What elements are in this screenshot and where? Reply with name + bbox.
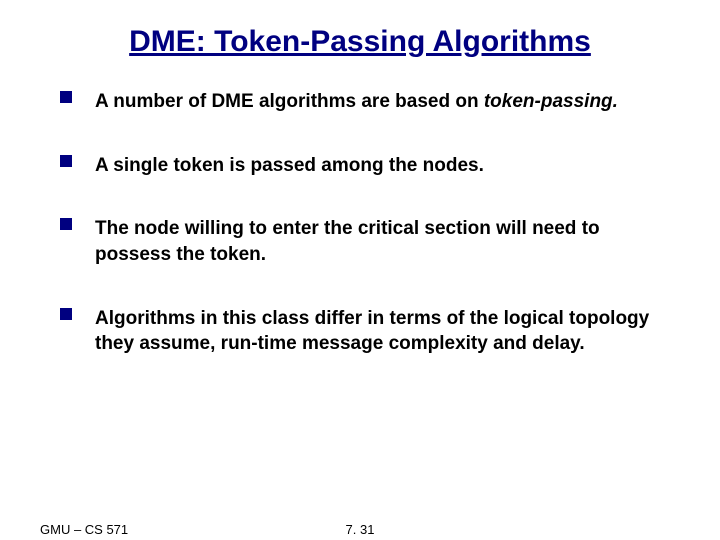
footer-left-text: GMU – CS 571 <box>40 522 128 537</box>
list-item: The node willing to enter the critical s… <box>60 216 680 267</box>
list-item: Algorithms in this class differ in terms… <box>60 306 680 357</box>
bullet-text-italic: token-passing. <box>484 91 618 112</box>
square-bullet-icon <box>60 91 72 103</box>
square-bullet-icon <box>60 308 72 320</box>
square-bullet-icon <box>60 155 72 167</box>
bullet-text: The node willing to enter the critical s… <box>95 218 600 265</box>
list-item: A single token is passed among the nodes… <box>60 153 680 179</box>
list-item: A number of DME algorithms are based on … <box>60 89 680 115</box>
bullet-list: A number of DME algorithms are based on … <box>40 89 680 357</box>
bullet-text: A number of DME algorithms are based on <box>95 91 484 112</box>
footer-page-number: 7. 31 <box>346 522 375 537</box>
square-bullet-icon <box>60 218 72 230</box>
bullet-text: A single token is passed among the nodes… <box>95 155 484 176</box>
bullet-text: Algorithms in this class differ in terms… <box>95 308 649 355</box>
page-title: DME: Token-Passing Algorithms <box>40 25 680 59</box>
slide-container: DME: Token-Passing Algorithms A number o… <box>0 0 720 540</box>
